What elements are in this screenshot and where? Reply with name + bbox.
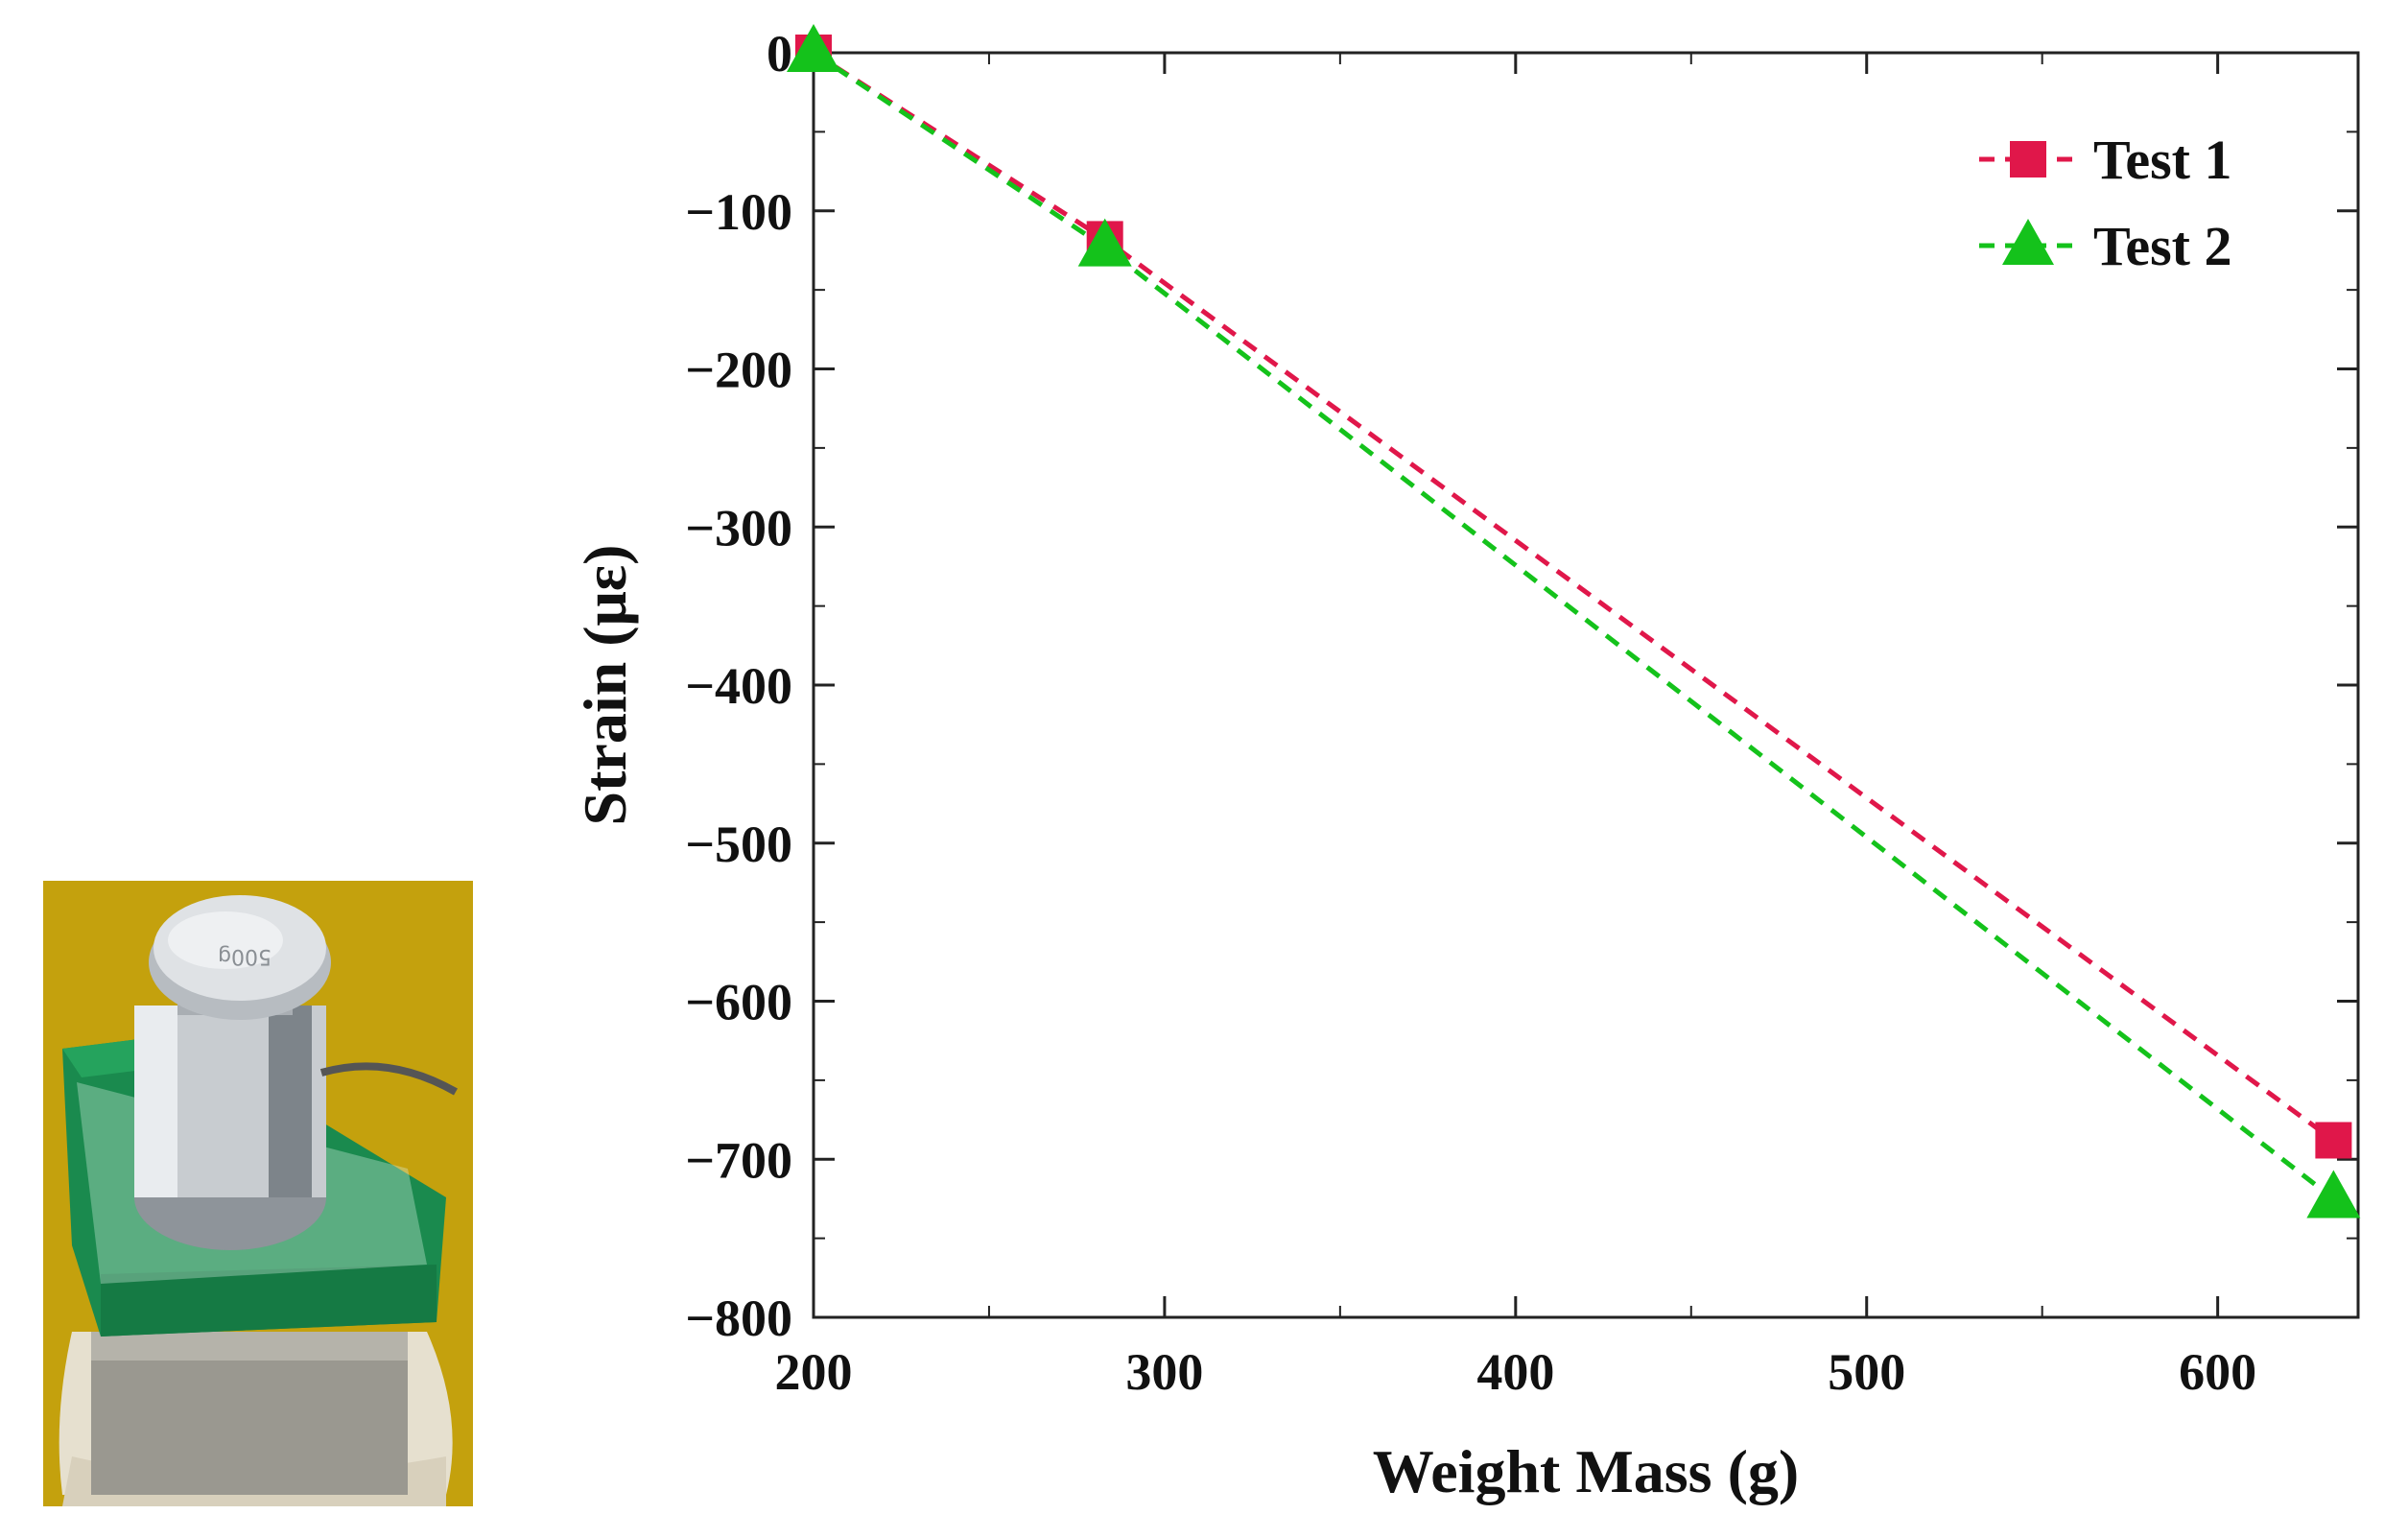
x-tick-label: 400: [1476, 1343, 1554, 1401]
legend-marker-test-2: [2002, 219, 2054, 265]
data-point-test-1: [2315, 1122, 2352, 1159]
series-markers: [787, 24, 2361, 1219]
legend-label-test-1: Test 1: [2093, 129, 2232, 191]
y-tick-label: 0: [767, 25, 792, 83]
y-tick-label: −700: [685, 1131, 792, 1189]
y-tick-label: −400: [685, 657, 792, 715]
x-tick-label: 300: [1125, 1343, 1203, 1401]
y-tick-label: −800: [685, 1290, 792, 1347]
legend-label-test-2: Test 2: [2093, 215, 2232, 277]
axis-ticks: [812, 51, 2358, 1319]
legend-marker-test-1: [2010, 141, 2046, 177]
data-point-test-2: [787, 24, 840, 72]
axis-tick-labels: 200 300 400 500 600 0 −100 −200 −300 −400 −500 −600…: [685, 25, 2256, 1401]
x-tick-label: 200: [775, 1343, 853, 1401]
x-tick-label: 500: [1828, 1343, 1905, 1401]
weight-photo: 500g: [43, 881, 473, 1506]
data-point-test-2: [1077, 218, 1132, 267]
y-tick-label: −600: [685, 974, 792, 1031]
legend: Test 1 Test 2: [1979, 129, 2232, 277]
y-axis-title: Strain (με): [571, 545, 639, 826]
y-tick-label: −200: [685, 342, 792, 399]
weight-engraving: 500g: [218, 944, 271, 968]
y-tick-label: −100: [685, 183, 792, 241]
data-point-test-2: [2306, 1170, 2361, 1219]
y-tick-label: −500: [685, 816, 792, 873]
x-axis-title: Weight Mass (g): [1373, 1437, 1799, 1505]
y-tick-label: −300: [685, 499, 792, 556]
x-tick-label: 600: [2179, 1343, 2256, 1401]
